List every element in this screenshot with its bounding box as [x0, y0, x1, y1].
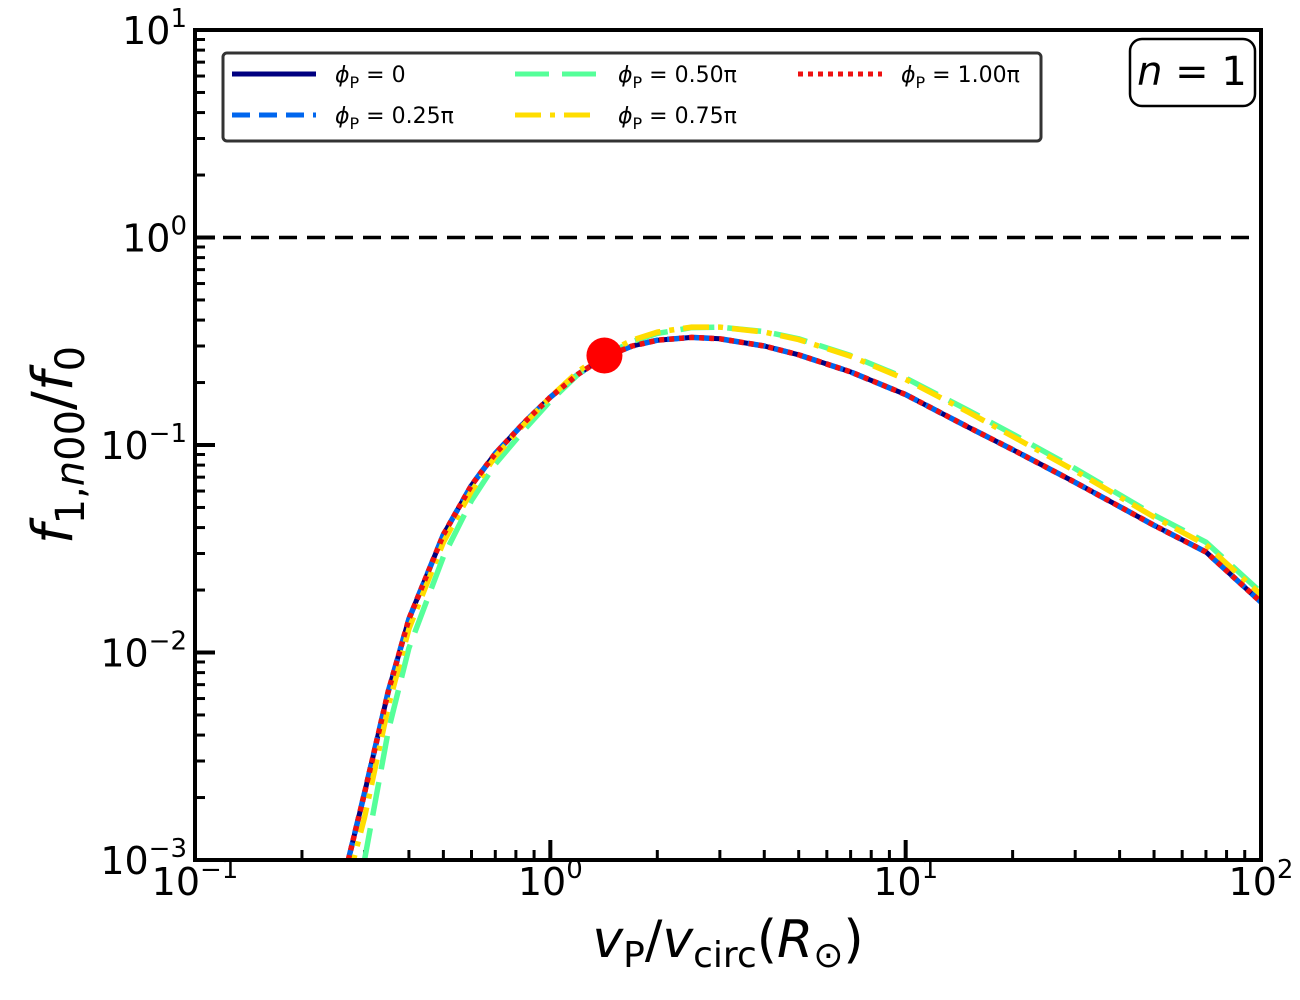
legend-box [221, 51, 1043, 143]
legend-entry-3: ϕP = 0.75π [515, 104, 737, 133]
highlight-marker [586, 337, 623, 374]
y-tick-label: 100 [122, 212, 187, 261]
y-tick-label: 10−2 [100, 627, 187, 676]
x-tick-label: 101 [873, 855, 938, 904]
legend-entry-1: ϕP = 0.25π [232, 104, 454, 133]
legend-entries: ϕP = 0 ϕP = 0.25π ϕP = 0.50π ϕP = 0.75π ϕP =… [232, 63, 1020, 133]
legend-entry-2: ϕP = 0.50π [515, 63, 737, 92]
y-tick-label: 10−3 [100, 834, 187, 883]
plot-frame [193, 28, 1263, 862]
x-axis-title: vP/vcirc(R⊙) [592, 910, 863, 976]
legend-label: ϕP = 0.75π [618, 104, 737, 133]
x-tick-label: 10−1 [152, 855, 239, 904]
legend-label: ϕP = 0 [335, 63, 406, 92]
x-tick-label: 102 [1229, 855, 1294, 904]
series-line-4 [345, 334, 1261, 860]
legend-label: ϕP = 0.25π [335, 104, 454, 133]
legend-label: ϕP = 1.00π [901, 63, 1020, 92]
major-ticks [193, 28, 1263, 862]
series-line-2 [361, 324, 1261, 860]
legend-entry-0: ϕP = 0 [232, 63, 406, 92]
legend-entry-4: ϕP = 1.00π [798, 63, 1020, 92]
annotation: n = 1 [1128, 37, 1257, 108]
y-tick-label: 10−1 [100, 419, 187, 468]
annotation-text: n = 1 [1137, 49, 1247, 95]
annotation-box [1128, 37, 1257, 108]
series-line-0 [345, 334, 1261, 860]
x-tick-label: 100 [518, 855, 583, 904]
y-axis-title: f1,n00/f0 [21, 346, 94, 544]
legend-label: ϕP = 0.50π [618, 63, 737, 92]
y-tick-labels: 10−3 10−2 10−1 100 101 [100, 4, 187, 883]
legend: ϕP = 0 ϕP = 0.25π ϕP = 0.50π ϕP = 0.75π ϕP =… [221, 51, 1043, 143]
minor-ticks [195, 37, 1247, 860]
x-tick-labels: 10−1 100 101 102 [152, 855, 1294, 904]
y-tick-label: 101 [122, 4, 187, 53]
series-line-3 [350, 324, 1261, 860]
series-group [345, 324, 1261, 860]
series-line-1 [345, 334, 1261, 860]
